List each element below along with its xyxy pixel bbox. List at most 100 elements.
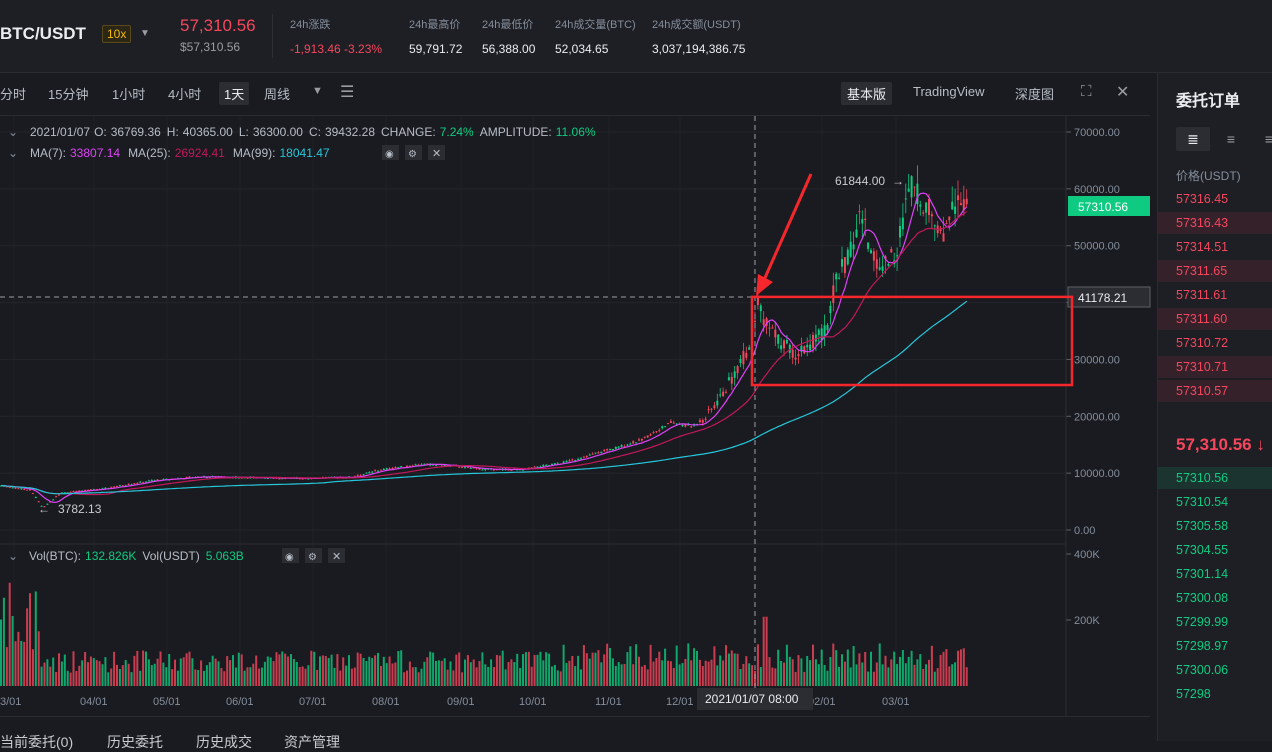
stat-24h-change: 24h涨跌 -1,913.46 -3.23%: [290, 19, 383, 56]
volume-bar: [220, 668, 223, 686]
view-depth[interactable]: 深度图: [1015, 87, 1055, 102]
ask-row[interactable]: 57316.45: [1158, 188, 1272, 210]
candle-body: [710, 408, 713, 410]
eye-icon[interactable]: ◉: [385, 149, 394, 160]
eye-icon[interactable]: [382, 145, 399, 160]
tab-assets[interactable]: 资产管理: [284, 734, 340, 750]
ohlc-legend: 2021/01/07 O: 36769.36 H: 40365.00 L: 36300.00…: [30, 125, 596, 139]
volume-bar: [176, 670, 179, 686]
orderbook-bids-icon[interactable]: ≡: [1226, 131, 1236, 147]
ask-row[interactable]: 57310.71: [1158, 356, 1272, 378]
ask-row[interactable]: 57314.51: [1158, 236, 1272, 258]
ask-row[interactable]: 57310.72: [1158, 332, 1272, 354]
bid-row[interactable]: 57301.14: [1158, 563, 1272, 585]
pair-name[interactable]: BTC/USDT: [0, 24, 86, 43]
ask-row[interactable]: 57311.65: [1158, 260, 1272, 282]
timeframe-15m[interactable]: 15分钟: [48, 87, 89, 102]
bid-row[interactable]: 57299.99: [1158, 611, 1272, 633]
settings-sliders-icon[interactable]: ☰: [340, 84, 355, 101]
ask-row[interactable]: 57310.57: [1158, 380, 1272, 402]
candle-body: [722, 391, 725, 397]
bid-row[interactable]: 57300.08: [1158, 587, 1272, 609]
leverage-badge[interactable]: 10x: [102, 25, 132, 43]
collapse-icon[interactable]: ⌄: [8, 549, 18, 563]
bid-row[interactable]: 57298: [1158, 683, 1272, 705]
candle-body: [127, 483, 130, 485]
volume-bar: [727, 653, 730, 686]
volume-bar: [145, 651, 147, 686]
settings-icon[interactable]: [305, 548, 322, 563]
bid-row[interactable]: 57300.06: [1158, 659, 1272, 681]
bid-row[interactable]: 57310.56: [1158, 467, 1272, 489]
ask-row[interactable]: 57316.43: [1158, 212, 1272, 234]
timeframe-1d[interactable]: 1天: [219, 82, 250, 105]
orderbook-both-icon[interactable]: ≣: [1176, 127, 1210, 151]
bid-row[interactable]: 57304.55: [1158, 539, 1272, 561]
volume-bar: [504, 669, 507, 686]
volume-bar: [46, 659, 49, 686]
volume-bar: [687, 643, 690, 686]
eye-icon[interactable]: [282, 548, 299, 563]
view-basic[interactable]: 基本版: [841, 82, 893, 105]
candle-body: [484, 468, 487, 471]
timeframe-1w[interactable]: 周线: [264, 87, 291, 102]
volume-bar: [852, 645, 855, 686]
fullscreen-icon[interactable]: ⛶: [1081, 83, 1092, 100]
bid-row[interactable]: 57298.97: [1158, 635, 1272, 657]
candle-body: [629, 443, 632, 445]
volume-bars: [0, 582, 968, 686]
volume-bar: [814, 659, 817, 686]
settings-icon[interactable]: ⚙: [408, 149, 417, 160]
chart-grid: [0, 116, 1066, 686]
kline-chart[interactable]: 70000.0060000.0050000.0040000.0030000.00…: [0, 116, 1153, 716]
time-tick-label: 07/01: [299, 696, 327, 708]
volume-bar: [116, 664, 118, 686]
volume-bar: [205, 665, 208, 686]
volume-bar: [188, 651, 191, 686]
volume-bar: [585, 653, 588, 686]
candle-body: [464, 466, 466, 468]
close-icon[interactable]: [328, 548, 345, 563]
bid-row[interactable]: 57310.54: [1158, 491, 1272, 513]
volume-bar: [667, 660, 669, 686]
volume-bar: [284, 653, 287, 686]
candle-body: [510, 469, 513, 471]
candle-body: [754, 320, 756, 322]
volume-bar: [812, 644, 814, 686]
candle-body: [565, 460, 568, 462]
close-icon[interactable]: [428, 145, 445, 160]
bid-row[interactable]: 57305.58: [1158, 515, 1272, 537]
collapse-icon[interactable]: ⌄: [8, 125, 18, 139]
settings-icon[interactable]: [405, 145, 422, 160]
tab-trade-history[interactable]: 历史成交: [196, 734, 252, 750]
close-icon[interactable]: ✕: [432, 148, 441, 160]
volume-bar: [249, 667, 252, 686]
close-icon[interactable]: ✕: [1116, 84, 1130, 101]
chevron-down-icon[interactable]: ▼: [140, 28, 150, 39]
volume-bar: [870, 651, 872, 686]
volume-bar: [162, 662, 165, 686]
timeframe-line[interactable]: 分时: [0, 87, 27, 102]
volume-bar: [820, 649, 823, 686]
candle-body: [580, 458, 582, 460]
tab-open-orders[interactable]: 当前委托(0): [0, 734, 74, 750]
collapse-icon[interactable]: ⌄: [8, 146, 18, 160]
view-tradingview[interactable]: TradingView: [913, 84, 985, 99]
volume-bar: [461, 672, 464, 686]
eye-icon[interactable]: ◉: [285, 552, 294, 563]
timeframe-4h[interactable]: 4小时: [168, 87, 202, 102]
ask-row[interactable]: 57311.61: [1158, 284, 1272, 306]
orderbook-asks-icon[interactable]: ≡: [1264, 131, 1272, 147]
ask-price: 57311.65: [1176, 264, 1228, 278]
tab-order-history[interactable]: 历史委托: [107, 734, 163, 750]
close-icon[interactable]: ✕: [332, 551, 341, 563]
volume-bar: [435, 660, 437, 686]
volume-bar: [388, 656, 391, 686]
volume-bar: [495, 655, 498, 686]
chevron-down-icon[interactable]: ▼: [312, 85, 323, 97]
timeframe-1h[interactable]: 1小时: [112, 87, 146, 102]
settings-icon[interactable]: ⚙: [308, 552, 317, 563]
candle-body: [240, 477, 243, 479]
volume-bar: [501, 650, 504, 686]
ask-row[interactable]: 57311.60: [1158, 308, 1272, 330]
